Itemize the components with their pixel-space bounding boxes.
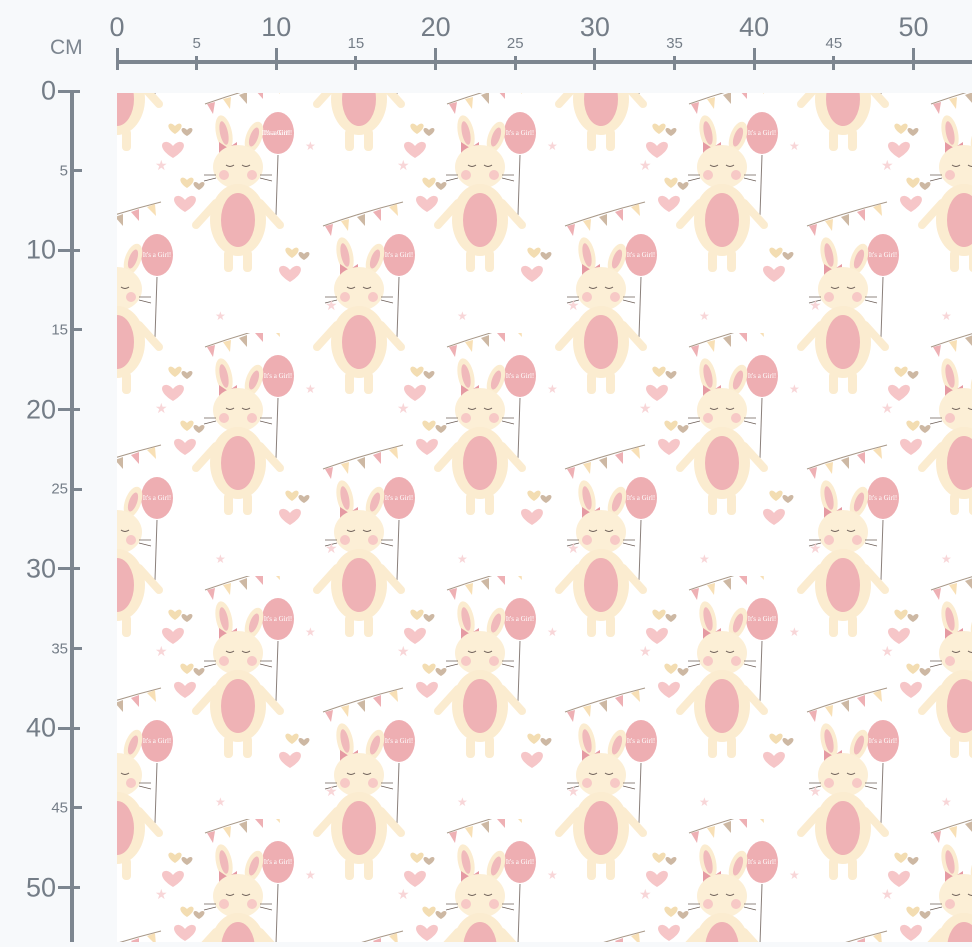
left-tick	[72, 169, 82, 173]
left-tick-label: 20	[25, 394, 56, 425]
left-tick	[58, 567, 80, 571]
top-tick	[593, 48, 597, 70]
top-ruler	[116, 60, 972, 64]
left-tick-label: 25	[51, 480, 68, 498]
top-tick-label: 50	[898, 12, 929, 42]
top-tick-label: 0	[109, 12, 125, 42]
top-tick-label: 10	[261, 12, 292, 42]
left-tick-label: 35	[51, 640, 68, 658]
top-tick-label: 40	[739, 12, 770, 42]
top-tick-label: 35	[666, 35, 683, 52]
left-tick-label: 45	[51, 799, 68, 817]
top-tick	[195, 56, 199, 70]
top-tick	[115, 48, 119, 70]
fabric-pattern: It's a Girl!	[117, 93, 972, 942]
left-tick	[58, 726, 80, 730]
left-tick-label: 40	[25, 712, 56, 743]
top-tick-label: 30	[579, 12, 610, 42]
top-tick	[513, 56, 517, 70]
balloon-text: It's a Girl!	[262, 129, 290, 137]
left-tick	[72, 328, 82, 332]
left-tick-label: 30	[25, 553, 56, 584]
unit-label: CM	[50, 36, 83, 59]
top-tick	[673, 56, 677, 70]
top-tick-label: 5	[192, 35, 201, 52]
top-tick	[832, 56, 836, 70]
left-tick	[58, 248, 80, 252]
top-tick-label: 20	[420, 12, 451, 42]
top-tick	[912, 48, 915, 70]
left-tick	[72, 647, 82, 651]
pattern-fill	[117, 93, 972, 942]
left-ruler	[70, 90, 74, 942]
left-tick-label: 5	[59, 162, 68, 180]
left-tick	[72, 806, 82, 810]
left-tick	[58, 408, 80, 412]
left-tick	[58, 89, 80, 93]
top-tick-label: 15	[347, 35, 365, 52]
left-tick-label: 50	[25, 872, 56, 902]
fabric-preview: It's a Girl!	[117, 93, 972, 942]
top-tick-label: 45	[825, 35, 843, 52]
left-tick	[58, 886, 80, 889]
left-tick-label: 0	[40, 75, 56, 106]
left-tick-label: 15	[51, 321, 68, 339]
left-tick-label: 10	[25, 234, 56, 265]
left-tick	[72, 487, 82, 491]
top-tick	[752, 48, 756, 70]
top-tick	[354, 56, 358, 70]
top-tick-label: 25	[506, 35, 524, 52]
top-tick	[434, 48, 438, 70]
top-tick	[274, 48, 278, 70]
